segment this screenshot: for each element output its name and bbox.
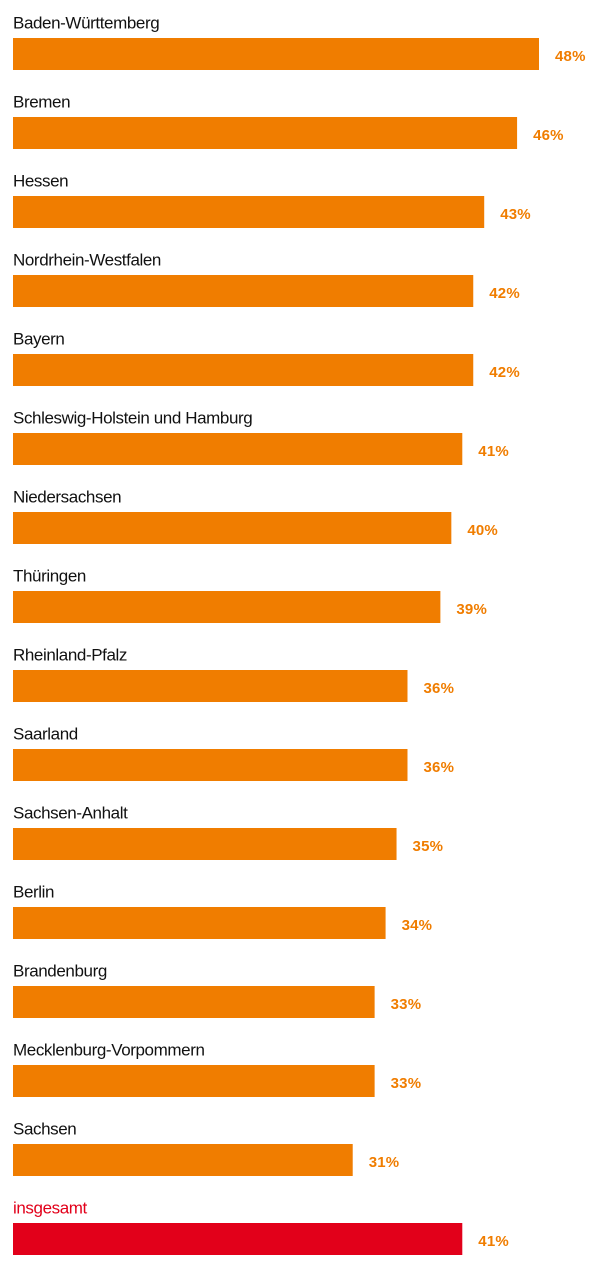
bar xyxy=(13,986,375,1018)
bar xyxy=(13,1223,463,1255)
value-label: 40% xyxy=(467,522,498,539)
category-label: Bremen xyxy=(13,92,70,111)
bar xyxy=(13,38,539,70)
value-label: 42% xyxy=(489,364,520,381)
value-label: 41% xyxy=(478,443,509,460)
value-label: 36% xyxy=(424,680,455,697)
value-label: 33% xyxy=(391,1075,422,1092)
value-label: 39% xyxy=(456,601,487,618)
bar xyxy=(13,828,397,860)
bar xyxy=(13,1065,375,1097)
category-label: Berlin xyxy=(13,882,54,901)
category-label: Schleswig-Holstein und Hamburg xyxy=(13,408,252,427)
value-label: 34% xyxy=(402,917,433,934)
category-label: Hessen xyxy=(13,171,68,190)
bar xyxy=(13,591,441,623)
category-label: Mecklenburg-Vorpommern xyxy=(13,1040,205,1059)
value-label: 41% xyxy=(478,1233,509,1250)
value-label: 46% xyxy=(533,127,564,144)
category-label: Bayern xyxy=(13,329,64,348)
category-label: Sachsen xyxy=(13,1119,76,1138)
bar xyxy=(13,670,408,702)
bar xyxy=(13,354,474,386)
category-label: Baden-Württemberg xyxy=(13,13,159,32)
bar xyxy=(13,433,463,465)
value-label: 43% xyxy=(500,206,531,223)
value-label: 35% xyxy=(413,838,444,855)
category-label: Brandenburg xyxy=(13,961,107,980)
value-label: 42% xyxy=(489,285,520,302)
value-label: 36% xyxy=(424,759,455,776)
category-label: Nordrhein-Westfalen xyxy=(13,250,161,269)
bar xyxy=(13,196,485,228)
value-label: 33% xyxy=(391,996,422,1013)
category-label: Thüringen xyxy=(13,566,86,585)
value-label: 31% xyxy=(369,1154,400,1171)
bar xyxy=(13,1144,353,1176)
bar xyxy=(13,117,518,149)
bar xyxy=(13,749,408,781)
category-label: insgesamt xyxy=(13,1198,88,1217)
category-label: Sachsen-Anhalt xyxy=(13,803,128,822)
bar xyxy=(13,907,386,939)
bar xyxy=(13,512,452,544)
category-label: Saarland xyxy=(13,724,78,743)
category-label: Niedersachsen xyxy=(13,487,121,506)
category-label: Rheinland-Pfalz xyxy=(13,645,127,664)
bar xyxy=(13,275,474,307)
value-label: 48% xyxy=(555,48,586,65)
